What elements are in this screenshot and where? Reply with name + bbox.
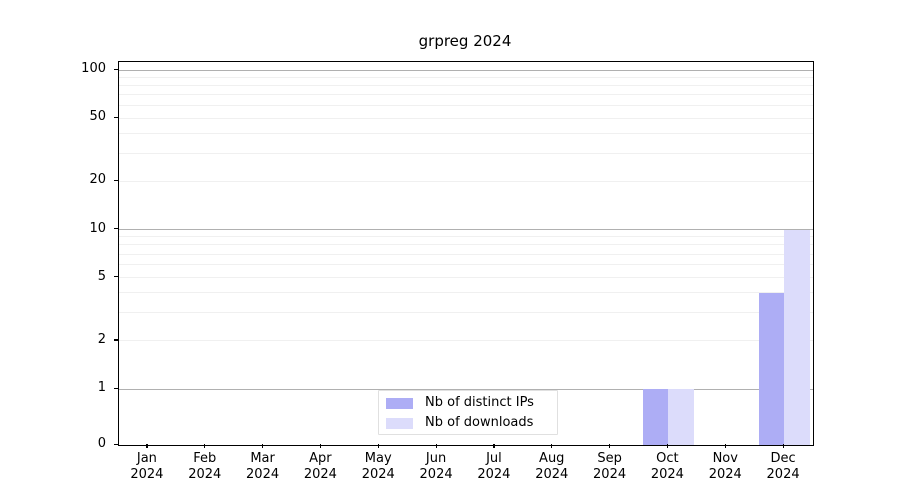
x-tick-label: Mar 2024 <box>228 451 298 483</box>
gridline-major <box>119 229 813 230</box>
gridline-minor <box>119 76 813 78</box>
x-tick-label-month: Jan <box>136 451 157 466</box>
chart-legend: Nb of distinct IPs Nb of downloads <box>378 390 558 435</box>
x-tick-label-month: Jun <box>425 451 447 466</box>
x-tick-label-month: Aug <box>539 451 565 466</box>
x-tick-label: Jan 2024 <box>112 451 182 483</box>
legend-label: Nb of downloads <box>425 415 534 430</box>
gridline-minor <box>119 340 813 342</box>
x-tick-label: Apr 2024 <box>285 451 355 483</box>
x-tick-mark <box>435 444 437 448</box>
x-tick-label: Nov 2024 <box>690 451 760 483</box>
x-tick-label-year: 2024 <box>708 467 742 482</box>
x-tick-label: Aug 2024 <box>517 451 587 483</box>
x-tick-mark <box>493 444 495 448</box>
y-tick-label: 20 <box>89 172 106 188</box>
y-tick-mark <box>114 276 118 278</box>
x-tick-mark <box>204 444 206 448</box>
y-tick-label: 100 <box>81 61 106 76</box>
x-tick-label: Feb 2024 <box>170 451 240 483</box>
y-tick-label: 50 <box>89 109 106 124</box>
gridline-minor <box>119 277 813 278</box>
x-tick-label-month: Mar <box>250 451 275 466</box>
gridline-minor <box>119 292 813 294</box>
x-tick-label-month: Jul <box>486 451 502 466</box>
x-tick-mark <box>666 444 668 448</box>
x-tick-label: May 2024 <box>343 451 413 483</box>
legend-label: Nb of distinct IPs <box>425 395 534 410</box>
x-tick-mark <box>262 444 264 448</box>
x-tick-label-year: 2024 <box>130 467 164 482</box>
x-tick-label-year: 2024 <box>477 467 511 482</box>
gridline-minor <box>119 253 813 255</box>
gridline-minor <box>119 264 813 266</box>
x-tick-label-year: 2024 <box>419 467 453 482</box>
x-tick-mark <box>782 444 784 448</box>
x-tick-label-month: Dec <box>770 451 796 466</box>
y-tick-mark <box>114 68 118 70</box>
legend-item[interactable]: Nb of distinct IPs <box>379 393 559 413</box>
gridline-minor <box>119 236 813 238</box>
gridline-minor <box>119 152 813 154</box>
x-tick-label-year: 2024 <box>650 467 684 482</box>
bar-distinct-ips-dec <box>758 292 785 445</box>
x-tick-label-year: 2024 <box>535 467 569 482</box>
x-tick-label-year: 2024 <box>361 467 395 482</box>
y-tick-mark <box>114 116 118 118</box>
x-tick-label: Jun 2024 <box>401 451 471 483</box>
x-tick-label-year: 2024 <box>766 467 800 482</box>
gridline-minor <box>119 84 813 86</box>
x-tick-label-year: 2024 <box>188 467 222 482</box>
y-tick-label: 1 <box>97 380 106 395</box>
legend-swatch-downloads <box>386 417 413 429</box>
x-tick-label: Sep 2024 <box>575 451 645 483</box>
y-tick-mark <box>114 228 118 230</box>
gridline-minor <box>119 94 813 96</box>
y-tick-label: 2 <box>97 331 106 347</box>
x-tick-label-month: Apr <box>309 451 332 466</box>
x-tick-mark <box>551 444 553 448</box>
x-tick-label-month: Sep <box>597 451 622 466</box>
x-tick-label-year: 2024 <box>593 467 627 482</box>
x-tick-label: Jul 2024 <box>459 451 529 483</box>
y-tick-label: 10 <box>89 220 106 236</box>
x-tick-label-year: 2024 <box>303 467 337 482</box>
y-tick-mark <box>114 339 118 341</box>
x-tick-label-month: Oct <box>656 451 679 466</box>
y-tick-mark <box>114 179 118 182</box>
y-tick-mark <box>114 387 118 389</box>
x-tick-mark <box>724 444 726 448</box>
x-tick-label: Dec 2024 <box>748 451 818 483</box>
gridline-minor <box>119 117 813 119</box>
plot-area <box>118 61 814 446</box>
gridline-minor <box>119 244 813 246</box>
gridline-minor <box>119 312 813 314</box>
x-tick-label-month: Nov <box>712 451 738 466</box>
gridline-minor <box>119 104 813 106</box>
x-tick-label-month: Feb <box>193 451 217 466</box>
x-tick-mark <box>146 444 148 448</box>
plot-inner <box>119 62 813 445</box>
bar-distinct-ips-oct <box>642 389 669 445</box>
y-tick-mark <box>114 443 118 445</box>
x-tick-label-month: May <box>364 451 392 466</box>
gridline-minor <box>119 132 813 134</box>
chart-title: grpreg 2024 <box>418 32 512 50</box>
x-tick-label-year: 2024 <box>246 467 280 482</box>
x-tick-label: Oct 2024 <box>632 451 702 483</box>
gridline-major <box>119 69 813 71</box>
x-tick-mark <box>319 444 321 448</box>
y-tick-label: 0 <box>97 436 106 451</box>
legend-item[interactable]: Nb of downloads <box>379 413 559 433</box>
legend-swatch-distinct-ips <box>386 397 413 409</box>
x-tick-mark <box>377 444 379 448</box>
gridline-minor <box>119 180 813 182</box>
x-tick-mark <box>609 444 611 448</box>
bar-downloads-oct <box>668 389 694 445</box>
bar-downloads-dec <box>784 229 810 445</box>
y-tick-label: 5 <box>97 268 106 284</box>
gridline-major <box>119 388 813 390</box>
